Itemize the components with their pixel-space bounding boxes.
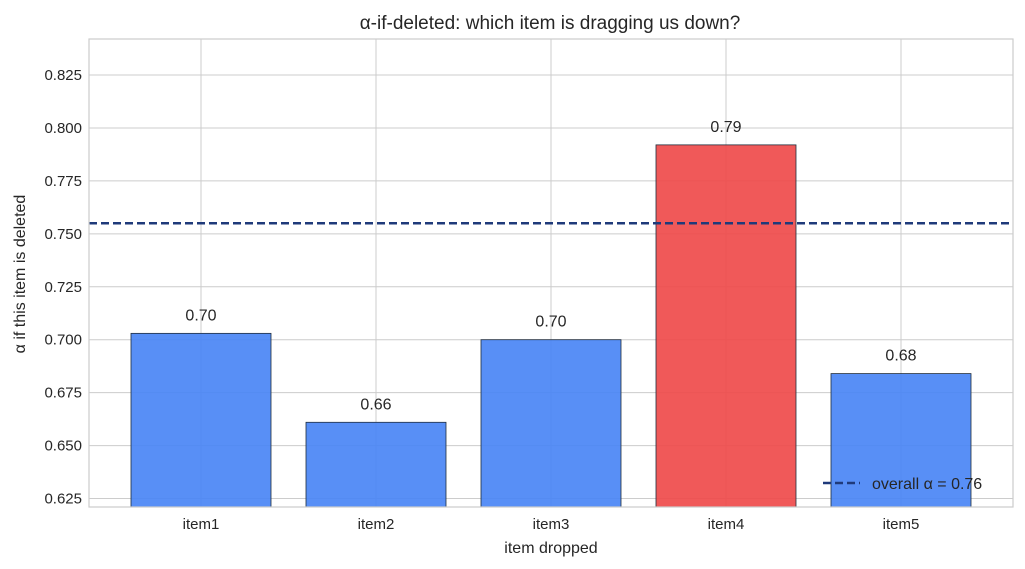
y-tick-label: 0.625 [44, 491, 82, 508]
y-tick-label: 0.825 [44, 67, 82, 84]
bar-item5 [830, 373, 972, 508]
bar-item1 [130, 332, 272, 508]
x-tick-label-item3: item3 [533, 516, 570, 533]
data-label-item2: 0.66 [360, 396, 391, 413]
y-tick-label: 0.775 [44, 173, 82, 190]
legend: overall α = 0.76 [823, 476, 982, 493]
x-tick-label-item4: item4 [708, 516, 745, 533]
y-tick-label: 0.750 [44, 226, 82, 243]
bar-item4 [655, 144, 797, 508]
data-label-item4: 0.79 [710, 119, 741, 136]
y-axis-label: α if this item is deleted [12, 195, 29, 354]
data-label-item5: 0.68 [885, 348, 916, 365]
bars [130, 144, 972, 508]
chart-title: α-if-deleted: which item is dragging us … [360, 13, 741, 34]
y-tick-label: 0.700 [44, 332, 82, 349]
x-axis-label: item dropped [504, 540, 597, 557]
x-tick-label-item1: item1 [183, 516, 220, 533]
x-tick-label-item5: item5 [883, 516, 920, 533]
data-label-item1: 0.70 [185, 307, 216, 324]
data-labels: 0.70 0.66 0.70 0.79 0.68 [185, 119, 916, 413]
y-tick-labels: 0.625 0.650 0.675 0.700 0.725 0.750 0.775 0.800… [44, 67, 82, 508]
data-label-item3: 0.70 [535, 314, 566, 331]
bar-item2 [305, 421, 447, 508]
y-tick-label: 0.725 [44, 279, 82, 296]
x-tick-label-item2: item2 [358, 516, 395, 533]
y-tick-label: 0.650 [44, 438, 82, 455]
x-tick-labels: item1 item2 item3 item4 item5 [183, 516, 920, 533]
bar-item3 [480, 339, 622, 508]
y-tick-label: 0.675 [44, 385, 82, 402]
plot-area-frame [88, 38, 1014, 508]
y-tick-label: 0.800 [44, 120, 82, 137]
legend-label: overall α = 0.76 [872, 476, 982, 493]
